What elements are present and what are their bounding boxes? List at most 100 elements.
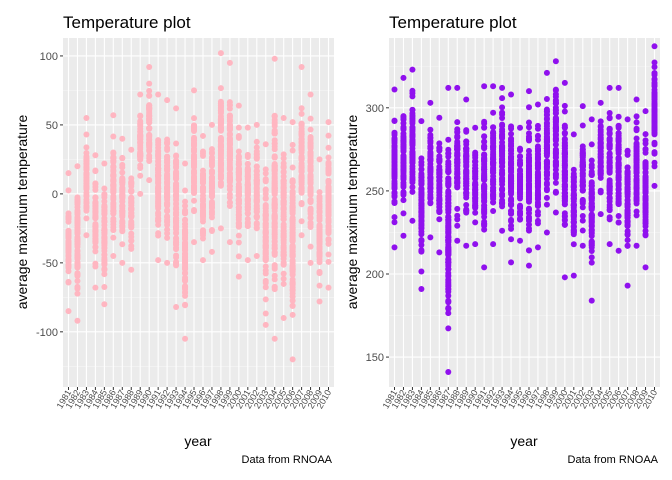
data-point (164, 234, 171, 241)
data-point (191, 146, 198, 153)
data-point (624, 282, 631, 289)
data-point (325, 132, 332, 139)
data-point (588, 254, 595, 261)
data-point (182, 259, 189, 266)
data-point (534, 183, 541, 190)
data-point (199, 150, 206, 157)
data-point (182, 251, 189, 258)
data-point (164, 165, 171, 172)
data-point (436, 201, 443, 208)
data-point (463, 153, 470, 160)
data-point (325, 184, 332, 191)
data-point (164, 213, 171, 220)
data-point (65, 170, 72, 177)
data-point (280, 169, 287, 176)
data-point (137, 113, 144, 120)
data-point (651, 114, 658, 121)
data-point (615, 185, 622, 192)
data-point (454, 128, 461, 135)
data-point (298, 232, 305, 239)
data-point (253, 191, 260, 198)
data-point (606, 110, 613, 117)
data-point (561, 124, 568, 131)
right-x-axis-title: year (510, 433, 538, 449)
data-point (307, 224, 314, 231)
y-tick-label: 250 (366, 186, 384, 198)
data-point (173, 175, 180, 182)
data-point (110, 210, 117, 217)
data-point (110, 234, 117, 241)
data-point (235, 239, 242, 246)
data-point (552, 179, 559, 186)
data-point (173, 206, 180, 213)
data-point (307, 243, 314, 250)
data-point (633, 119, 640, 126)
data-point (633, 157, 640, 164)
data-point (445, 214, 452, 221)
data-point (445, 305, 452, 312)
left-x-axis-title: year (184, 433, 212, 449)
data-point (137, 190, 144, 197)
data-point (110, 203, 117, 210)
data-point (642, 194, 649, 201)
year-point-column (235, 102, 242, 280)
data-point (119, 194, 126, 201)
data-point (454, 212, 461, 219)
data-point (418, 118, 425, 125)
data-point (454, 142, 461, 149)
data-point (289, 271, 296, 278)
data-point (298, 181, 305, 188)
data-point (208, 202, 215, 209)
data-point (633, 167, 640, 174)
data-point (427, 185, 434, 192)
data-point (615, 200, 622, 207)
data-point (570, 227, 577, 234)
data-point (74, 204, 81, 211)
data-point (454, 119, 461, 126)
data-point (173, 200, 180, 207)
data-point (391, 172, 398, 179)
data-point (280, 315, 287, 322)
data-point (173, 140, 180, 147)
data-point (325, 159, 332, 166)
data-point (101, 218, 108, 225)
data-point (325, 144, 332, 151)
data-point (271, 205, 278, 212)
data-point (490, 160, 497, 167)
data-point (155, 147, 162, 154)
data-point (271, 286, 278, 293)
data-point (280, 206, 287, 213)
data-point (244, 189, 251, 196)
data-point (271, 170, 278, 177)
data-point (280, 183, 287, 190)
data-point (642, 137, 649, 144)
data-point (606, 241, 613, 248)
year-point-column (298, 63, 305, 239)
data-point (191, 126, 198, 133)
data-point (597, 171, 604, 178)
data-point (199, 207, 206, 214)
data-point (472, 219, 479, 226)
data-point (271, 153, 278, 160)
data-point (137, 172, 144, 179)
data-point (316, 209, 323, 216)
data-point (490, 109, 497, 116)
data-point (74, 163, 81, 170)
data-point (173, 303, 180, 310)
data-point (182, 216, 189, 223)
data-point (217, 107, 224, 114)
data-point (92, 263, 99, 270)
data-point (472, 241, 479, 248)
data-point (235, 221, 242, 228)
data-point (418, 237, 425, 244)
year-point-column (400, 74, 407, 239)
data-point (325, 208, 332, 215)
data-point (74, 210, 81, 217)
data-point (579, 103, 586, 110)
data-point (271, 245, 278, 252)
data-point (110, 187, 117, 194)
data-point (74, 230, 81, 237)
data-point (289, 252, 296, 259)
data-point (552, 209, 559, 216)
year-point-column (173, 105, 180, 310)
